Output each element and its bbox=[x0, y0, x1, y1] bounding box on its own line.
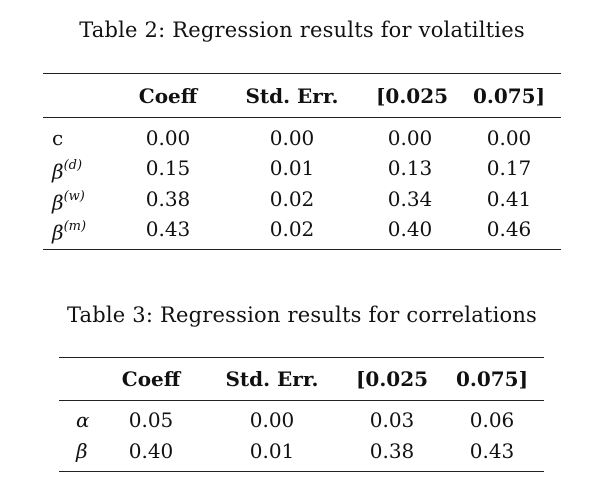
cell-stderr: 0.00 bbox=[249, 408, 295, 432]
table-3-header-coeff: Coeff bbox=[121, 367, 181, 391]
row-label-symbol: β bbox=[52, 190, 64, 215]
row-label-symbol: β bbox=[52, 159, 64, 184]
row-label-beta: β bbox=[76, 439, 88, 463]
table-2-bottom-rule bbox=[43, 249, 561, 250]
cell-lower: 0.34 bbox=[387, 187, 433, 211]
row-label-superscript: (d) bbox=[63, 158, 83, 173]
cell-upper: 0.46 bbox=[486, 217, 532, 241]
row-label-beta-w: β(w) bbox=[52, 187, 85, 215]
table-3-caption: Table 3: Regression results for correlat… bbox=[66, 303, 538, 327]
cell-coeff: 0.05 bbox=[128, 408, 174, 432]
table-2-mid-rule bbox=[43, 117, 561, 118]
row-label-beta-m: β(m) bbox=[52, 217, 86, 245]
cell-lower: 0.00 bbox=[387, 126, 433, 150]
table-2-top-rule bbox=[43, 73, 561, 74]
row-label-symbol: β bbox=[52, 220, 64, 245]
cell-stderr: 0.02 bbox=[269, 187, 315, 211]
table-3-header-stderr: Std. Err. bbox=[225, 367, 319, 391]
cell-lower: 0.40 bbox=[387, 217, 433, 241]
row-label-superscript: (w) bbox=[63, 189, 85, 204]
table-2-header-stderr: Std. Err. bbox=[245, 84, 339, 108]
row-label-beta-d: β(d) bbox=[52, 156, 82, 184]
cell-upper: 0.17 bbox=[486, 156, 532, 180]
row-label-c: c bbox=[52, 126, 64, 150]
cell-coeff: 0.00 bbox=[145, 126, 191, 150]
cell-stderr: 0.00 bbox=[269, 126, 315, 150]
cell-stderr: 0.01 bbox=[249, 439, 295, 463]
cell-lower: 0.03 bbox=[369, 408, 415, 432]
table-2-header-lower: [0.025 bbox=[375, 84, 449, 108]
cell-lower: 0.13 bbox=[387, 156, 433, 180]
row-label-superscript: (m) bbox=[63, 219, 87, 234]
cell-upper: 0.06 bbox=[469, 408, 515, 432]
table-3-bottom-rule bbox=[59, 471, 544, 472]
cell-coeff: 0.38 bbox=[145, 187, 191, 211]
cell-stderr: 0.02 bbox=[269, 217, 315, 241]
cell-coeff: 0.15 bbox=[145, 156, 191, 180]
table-3-mid-rule bbox=[59, 400, 544, 401]
table-3-top-rule bbox=[59, 357, 544, 358]
cell-upper: 0.41 bbox=[486, 187, 532, 211]
cell-lower: 0.38 bbox=[369, 439, 415, 463]
row-label-alpha: α bbox=[76, 408, 90, 432]
table-2-header-upper: 0.075] bbox=[472, 84, 546, 108]
table-2-header-coeff: Coeff bbox=[138, 84, 198, 108]
cell-stderr: 0.01 bbox=[269, 156, 315, 180]
cell-coeff: 0.43 bbox=[145, 217, 191, 241]
table-2-caption: Table 2: Regression results for volatilt… bbox=[79, 18, 525, 42]
cell-coeff: 0.40 bbox=[128, 439, 174, 463]
cell-upper: 0.00 bbox=[486, 126, 532, 150]
table-3-header-lower: [0.025 bbox=[355, 367, 429, 391]
cell-upper: 0.43 bbox=[469, 439, 515, 463]
table-3-header-upper: 0.075] bbox=[455, 367, 529, 391]
